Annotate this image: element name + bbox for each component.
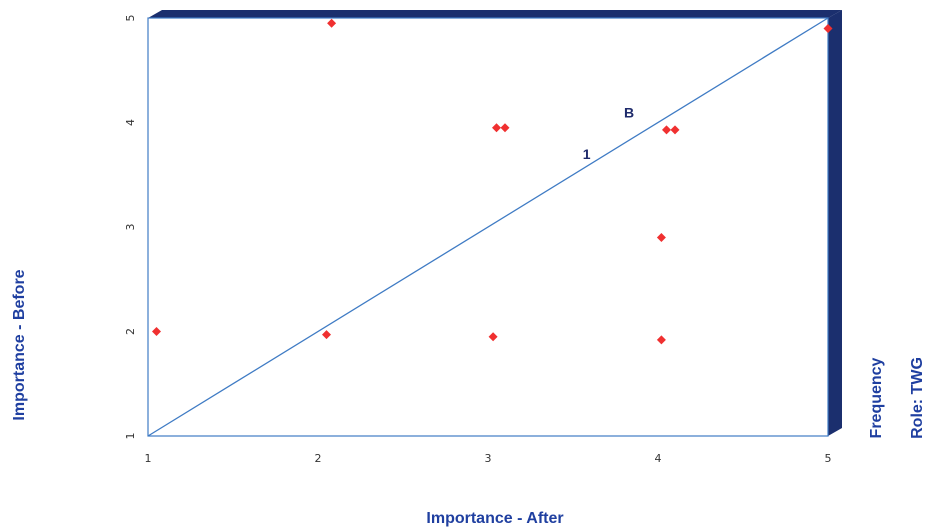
y-tick-label: 2 [124, 328, 137, 335]
x-axis-title: Importance - After [426, 510, 563, 527]
annotation-label: 1 [583, 146, 591, 162]
annotation-label: B [624, 104, 634, 120]
y-axis-ticks: 1 2 3 4 5 [124, 15, 137, 440]
data-point [662, 125, 671, 135]
x-axis-ticks: 1 2 3 4 5 [145, 452, 832, 465]
data-point [656, 335, 666, 345]
reference-diagonal-line [147, 17, 829, 437]
data-point [152, 327, 161, 336]
data-point [656, 232, 666, 242]
data-point [500, 123, 510, 133]
right-label-role: Role: TWG [909, 357, 926, 439]
chart-frame-right [828, 10, 842, 436]
right-label-frequency: Frequency [868, 357, 885, 438]
annotations: B1 [583, 104, 634, 162]
y-tick-label: 4 [124, 119, 137, 126]
data-point [670, 125, 680, 135]
x-tick-label: 2 [315, 452, 322, 465]
x-tick-label: 4 [655, 452, 662, 465]
data-points [152, 18, 833, 345]
x-tick-label: 3 [485, 452, 492, 465]
x-tick-label: 1 [145, 452, 152, 465]
data-point [488, 332, 498, 342]
y-tick-label: 1 [124, 433, 137, 440]
x-tick-label: 5 [825, 452, 832, 465]
data-point [322, 330, 331, 340]
data-point [492, 123, 501, 133]
data-point [823, 23, 833, 33]
y-axis-title: Importance - Before [11, 269, 28, 420]
chart-frame-top [148, 10, 842, 18]
data-point [327, 18, 337, 28]
y-tick-label: 5 [124, 15, 137, 22]
y-tick-label: 3 [124, 224, 137, 231]
